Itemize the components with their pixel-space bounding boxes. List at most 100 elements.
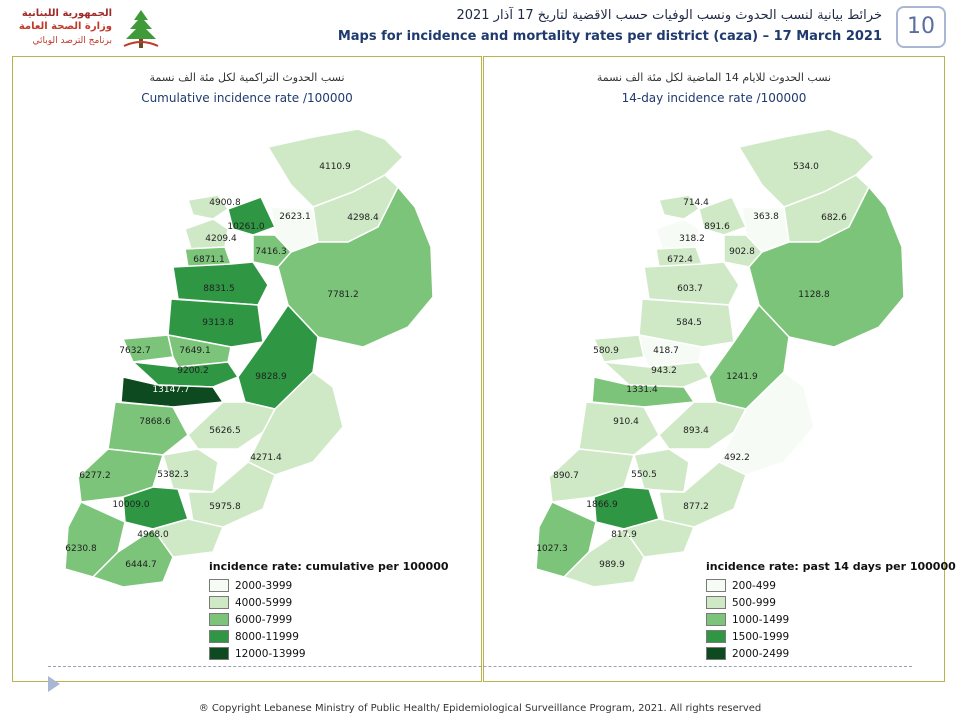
- district-value-label: 6277.2: [79, 471, 111, 481]
- legend-label: 12000-13999: [235, 647, 306, 660]
- district-value-label: 6444.7: [125, 560, 157, 570]
- cumulative-map-panel: نسب الحدوث التراكمية لكل مئة الف نسمة Cu…: [12, 56, 482, 682]
- district-value-label: 1866.9: [586, 500, 618, 510]
- legend-item: 1500-1999: [706, 628, 956, 645]
- district-value-label: 4968.0: [137, 530, 169, 540]
- district-value-label: 6871.1: [193, 255, 225, 265]
- district-value-label: 989.9: [599, 560, 625, 570]
- district-value-label: 5975.8: [209, 502, 241, 512]
- legend-label: 2000-3999: [235, 579, 293, 592]
- page-number: 10: [896, 6, 946, 48]
- legend-swatch: [706, 630, 726, 643]
- legend-item: 12000-13999: [209, 645, 449, 662]
- district-value-label: 5626.5: [209, 426, 241, 436]
- legend-swatch: [209, 596, 229, 609]
- legend-item: 2000-2499: [706, 645, 956, 662]
- district-value-label: 318.2: [679, 234, 705, 244]
- district-value-label: 7868.6: [139, 417, 171, 427]
- district-value-label: 13147.7: [152, 385, 189, 395]
- district-value-label: 714.4: [683, 198, 709, 208]
- district-shape: [717, 371, 815, 476]
- legend-swatch: [706, 613, 726, 626]
- cumulative-incidence-map: 4110.9 4900.8 2623.1 10261.0 4298.4 4209.4 741…: [64, 128, 434, 588]
- copyright-footer: ® Copyright Lebanese Ministry of Public …: [198, 703, 762, 714]
- right-legend: incidence rate: past 14 days per 100000 …: [706, 560, 956, 662]
- legend-item: 500-999: [706, 594, 956, 611]
- district-value-label: 7416.3: [255, 247, 287, 257]
- legend-item: 4000-5999: [209, 594, 449, 611]
- district-shape: [107, 401, 189, 456]
- legend-label: 4000-5999: [235, 596, 293, 609]
- district-shape: [655, 218, 700, 250]
- district-value-label: 893.4: [683, 426, 709, 436]
- legend-swatch: [209, 579, 229, 592]
- fourteen-day-incidence-map: 534.0 714.4 363.8 891.6 682.6 318.2 902.8 672.4…: [535, 128, 905, 588]
- district-value-label: 10009.0: [112, 500, 149, 510]
- district-shape: [184, 218, 229, 250]
- district-value-label: 1128.8: [798, 290, 830, 300]
- title-english: Maps for incidence and mortality rates p…: [337, 29, 882, 44]
- district-value-label: 492.2: [724, 453, 750, 463]
- district-value-label: 4110.9: [319, 162, 351, 172]
- district-shape: [633, 448, 690, 493]
- district-shape: [167, 298, 264, 348]
- legend-item: 200-499: [706, 577, 956, 594]
- district-value-label: 902.8: [729, 247, 755, 257]
- district-shape: [562, 527, 645, 588]
- legend-swatch: [209, 613, 229, 626]
- district-value-label: 580.9: [593, 346, 619, 356]
- district-value-label: 7781.2: [327, 290, 359, 300]
- logo-line-2: وزارة الصحة العامة: [18, 21, 112, 32]
- district-value-label: 7632.7: [119, 346, 151, 356]
- district-value-label: 910.4: [613, 417, 639, 427]
- district-shape: [246, 371, 344, 476]
- right-subtitle-arabic: نسب الحدوث للايام 14 الماضية لكل مئة الف…: [596, 71, 832, 84]
- legend-swatch: [706, 579, 726, 592]
- district-value-label: 418.7: [653, 346, 679, 356]
- header: الجمهورية اللبنانية وزارة الصحة العامة ب…: [0, 0, 960, 55]
- district-value-label: 2623.1: [279, 212, 311, 222]
- ministry-logo: الجمهورية اللبنانية وزارة الصحة العامة ب…: [8, 6, 168, 54]
- district-value-label: 1241.9: [726, 372, 758, 382]
- logo-line-1: الجمهورية اللبنانية: [21, 8, 112, 19]
- district-shape: [277, 185, 434, 348]
- district-value-label: 682.6: [821, 213, 847, 223]
- district-value-label: 9828.9: [255, 372, 287, 382]
- district-shape: [162, 448, 219, 493]
- footer-divider: [48, 666, 912, 667]
- district-shape: [698, 196, 748, 236]
- district-shape: [638, 298, 735, 348]
- legend-item: 6000-7999: [209, 611, 449, 628]
- district-value-label: 584.5: [676, 318, 702, 328]
- legend-item: 8000-11999: [209, 628, 449, 645]
- district-value-label: 1027.3: [536, 544, 568, 554]
- district-value-label: 9313.8: [202, 318, 234, 328]
- district-value-label: 1331.4: [626, 385, 658, 395]
- right-subtitle-english: 14-day incidence rate /100000: [621, 91, 807, 105]
- district-shape: [578, 401, 660, 456]
- legend-swatch: [209, 630, 229, 643]
- district-value-label: 817.9: [611, 530, 637, 540]
- district-shape: [266, 128, 405, 208]
- legend-label: 1500-1999: [732, 630, 790, 643]
- left-legend: incidence rate: cumulative per 100000 20…: [209, 560, 449, 662]
- legend-swatch: [706, 596, 726, 609]
- legend-label: 6000-7999: [235, 613, 293, 626]
- legend-label: 500-999: [732, 596, 776, 609]
- district-value-label: 4271.4: [250, 453, 282, 463]
- district-value-label: 550.5: [631, 470, 657, 480]
- legend-label: 8000-11999: [235, 630, 299, 643]
- fourteen-day-map-panel: نسب الحدوث للايام 14 الماضية لكل مئة الف…: [483, 56, 956, 682]
- district-value-label: 672.4: [667, 255, 693, 265]
- right-legend-title: incidence rate: past 14 days per 100000: [706, 560, 956, 573]
- legend-item: 2000-3999: [209, 577, 449, 594]
- left-subtitle-english: Cumulative incidence rate /100000: [141, 91, 353, 105]
- district-value-label: 4209.4: [205, 234, 237, 244]
- cedar-icon: [123, 10, 159, 48]
- district-shape: [658, 194, 701, 220]
- logo-line-3: برنامج الترصد الوبائي: [32, 36, 112, 46]
- district-value-label: 9200.2: [177, 366, 209, 376]
- district-value-label: 7649.1: [179, 346, 211, 356]
- legend-swatch: [209, 647, 229, 660]
- district-value-label: 363.8: [753, 212, 779, 222]
